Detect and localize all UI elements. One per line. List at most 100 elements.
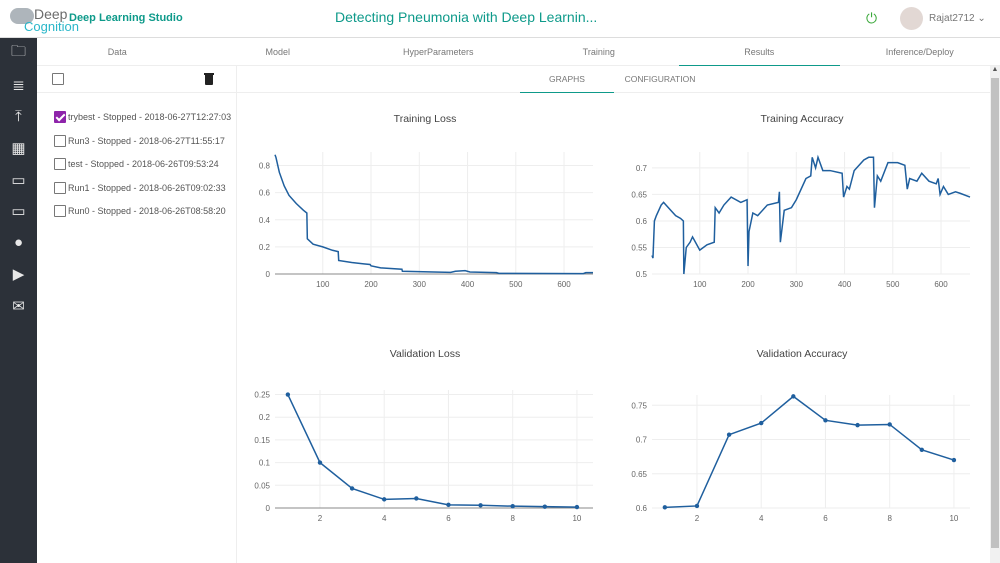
runs-header [37, 66, 236, 93]
y-tick-label: 0.65 [631, 190, 647, 199]
chart-title: Training Loss [393, 113, 457, 125]
run-checkbox[interactable] [54, 205, 66, 217]
y-tick-label: 0.6 [259, 189, 271, 198]
y-tick-label: 0.6 [636, 217, 648, 226]
upload-icon[interactable]: ⤒ [15, 108, 22, 126]
x-tick-label: 300 [413, 280, 427, 289]
x-tick-label: 100 [693, 280, 707, 289]
power-icon[interactable]: ⏻ [866, 10, 878, 26]
deep-cognition-logo[interactable]: Deep Cognition [8, 4, 79, 34]
data-point [285, 392, 291, 397]
data-point [855, 422, 860, 428]
trash-icon[interactable] [204, 73, 214, 85]
run-label: Run0 - Stopped - 2018-06-26T08:58:20 [68, 206, 226, 216]
icon-sidebar: 🗀 ≣ ⤒ ▦ ▭ ▭ ● ▶ ✉ [0, 38, 37, 563]
tab-training[interactable]: Training [582, 47, 615, 57]
x-tick-label: 600 [557, 280, 571, 289]
x-tick-label: 2 [695, 514, 700, 523]
tab-hyperparameters[interactable]: HyperParameters [402, 47, 474, 57]
x-tick-label: 2 [318, 514, 323, 523]
folder-star-icon[interactable]: 🗀 [10, 43, 26, 61]
data-point [694, 503, 700, 509]
scrollbar[interactable]: ▲ [990, 66, 1000, 563]
runs-panel: trybest - Stopped - 2018-06-27T12:27:03 … [37, 66, 237, 563]
y-tick-label: 0.6 [636, 504, 648, 513]
data-point [349, 486, 355, 491]
run-checkbox[interactable] [54, 111, 66, 123]
series-line [651, 154, 971, 275]
y-tick-label: 0.15 [254, 436, 270, 445]
data-point [919, 447, 925, 452]
grid-icon[interactable]: ▦ [11, 140, 26, 158]
data-point [759, 420, 764, 426]
data-point [823, 418, 828, 423]
x-tick-label: 8 [887, 514, 892, 523]
run-item[interactable]: Run1 - Stopped - 2018-06-26T09:02:33 [52, 182, 226, 194]
tab-model[interactable]: Model [265, 47, 290, 57]
data-point [887, 422, 892, 427]
x-tick-label: 500 [886, 280, 900, 289]
data-point [662, 505, 668, 510]
mail-icon[interactable]: ✉ [12, 297, 25, 315]
y-tick-label: 0.1 [259, 459, 271, 468]
data-point [414, 496, 419, 501]
chart-title: Validation Accuracy [756, 348, 848, 360]
chat-icon[interactable]: ● [13, 234, 24, 252]
y-tick-label: 0.25 [254, 391, 270, 400]
tab-data[interactable]: Data [107, 47, 127, 57]
training-loss-chart: 100 200 300 400 500 600 0 0.2 0.4 0.6 0.8 [259, 152, 593, 289]
logo-text-top: Deep [34, 6, 68, 22]
chevron-down-icon: ⌄ [977, 13, 986, 24]
y-tick-label: 0.65 [631, 470, 647, 479]
main-tabs: Data Model HyperParameters Training Resu… [37, 38, 1000, 66]
tab-configuration[interactable]: CONFIGURATION [624, 74, 696, 84]
user-menu[interactable]: Rajat2712 ⌄ [929, 13, 986, 24]
x-tick-label: 200 [364, 280, 378, 289]
run-label: trybest - Stopped - 2018-06-27T12:27:03 [68, 112, 232, 122]
chart-title: Training Accuracy [760, 113, 844, 125]
data-point [951, 457, 957, 463]
run-label: Run1 - Stopped - 2018-06-26T09:02:33 [68, 183, 226, 193]
play-icon[interactable]: ▶ [12, 266, 25, 284]
run-checkbox[interactable] [54, 135, 66, 147]
x-tick-label: 8 [510, 514, 515, 523]
folder-icon[interactable]: ▭ [11, 171, 26, 189]
x-tick-label: 4 [759, 514, 764, 523]
y-tick-label: 0.05 [254, 481, 270, 490]
y-tick-label: 0.55 [631, 243, 647, 252]
run-item[interactable]: Run3 - Stopped - 2018-06-27T11:55:17 [52, 135, 225, 147]
x-tick-label: 400 [838, 280, 852, 289]
y-tick-label: 0 [266, 270, 271, 279]
series-line [274, 154, 593, 275]
x-tick-label: 10 [572, 514, 581, 523]
x-tick-label: 4 [382, 514, 387, 523]
database-icon[interactable]: ≣ [12, 77, 25, 95]
tab-inference-deploy[interactable]: Inference/Deploy [885, 47, 954, 57]
username: Rajat2712 [929, 13, 975, 24]
data-point [478, 503, 483, 508]
training-accuracy-chart: 100 200 300 400 500 600 0.5 0.55 0.6 0.65 0.7 [631, 152, 971, 289]
x-tick-label: 500 [509, 280, 523, 289]
data-point [446, 502, 451, 508]
scroll-up-icon[interactable]: ▲ [991, 66, 999, 73]
validation-loss-chart: 2 4 6 8 10 0 0.05 0.1 0.15 0.2 0.25 [254, 390, 593, 523]
tab-results[interactable]: Results [679, 38, 840, 66]
run-item[interactable]: Run0 - Stopped - 2018-06-26T08:58:20 [52, 205, 226, 217]
series-line [664, 395, 955, 509]
run-checkbox[interactable] [54, 182, 66, 194]
x-tick-label: 100 [316, 280, 330, 289]
avatar[interactable] [900, 7, 923, 30]
run-checkbox[interactable] [54, 158, 66, 170]
select-all-checkbox[interactable] [52, 73, 64, 85]
laptop-icon[interactable]: ▭ [11, 203, 26, 221]
x-tick-label: 600 [934, 280, 948, 289]
x-tick-label: 6 [823, 514, 828, 523]
data-point [542, 504, 548, 509]
data-point [791, 394, 796, 399]
scrollbar-thumb[interactable] [991, 78, 999, 548]
run-item[interactable]: test - Stopped - 2018-06-26T09:53:24 [52, 158, 219, 170]
data-point [317, 460, 323, 465]
y-tick-label: 0.7 [636, 164, 648, 173]
run-item[interactable]: trybest - Stopped - 2018-06-27T12:27:03 [52, 111, 231, 123]
tab-graphs[interactable]: GRAPHS [520, 66, 614, 93]
